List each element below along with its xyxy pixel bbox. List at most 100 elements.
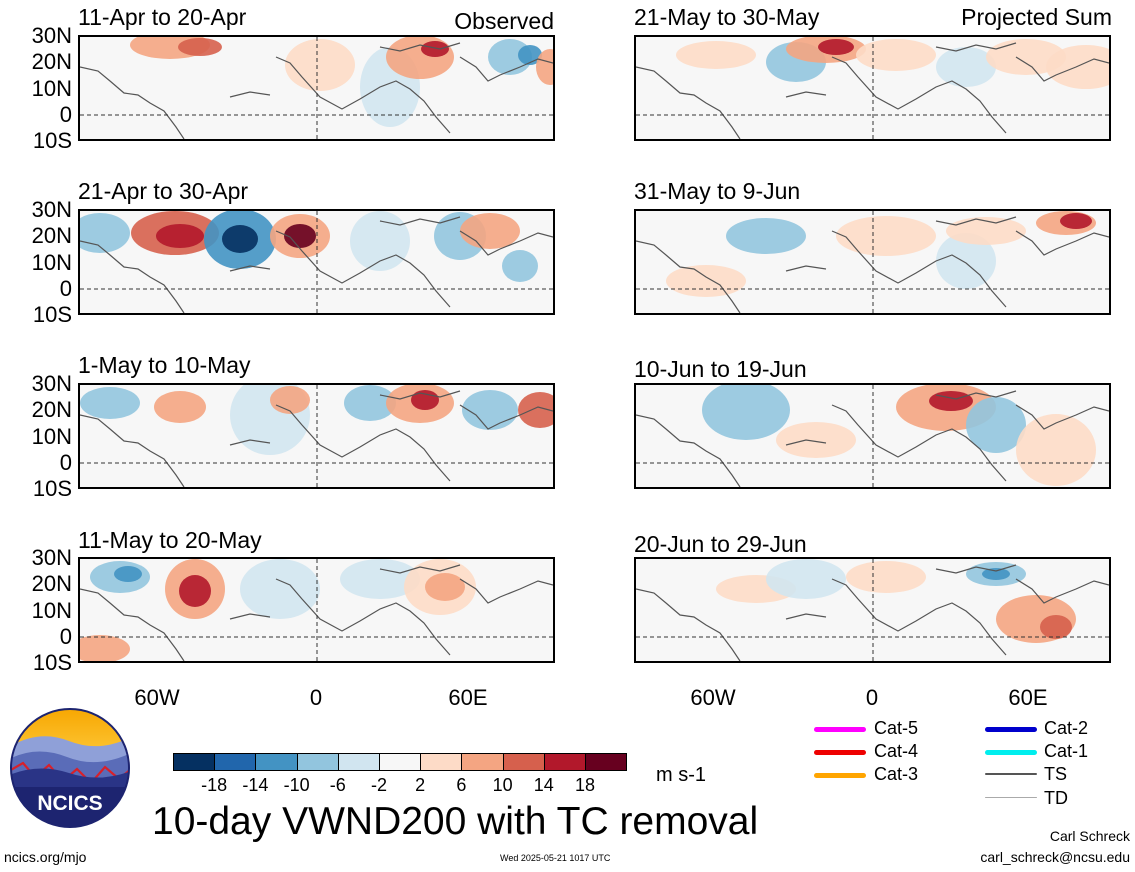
anomaly-contour	[179, 575, 211, 607]
colorbar-swatch	[337, 753, 380, 771]
anomaly-contour	[702, 385, 790, 440]
map-panel-7	[634, 383, 1111, 489]
lat-label-eq: 0	[59, 624, 72, 649]
anomaly-contour	[156, 224, 204, 248]
panel-title-3: 1-May to 10-May	[78, 352, 251, 378]
colorbar-tick-label: -18	[201, 775, 228, 795]
colorbar-tick-label: 6	[456, 775, 467, 795]
colorbar-tick-label: -6	[329, 775, 346, 795]
colorbar-swatch	[296, 753, 339, 771]
legend-line-cat4	[814, 750, 866, 755]
colorbar-swatch	[502, 753, 545, 771]
anomaly-contour	[284, 224, 316, 248]
colorbar-swatch	[255, 753, 298, 771]
map-field	[636, 559, 1109, 661]
legend-label-cat2: Cat-2	[1044, 718, 1089, 738]
panel-title-6: 31-May to 9-Jun	[634, 178, 801, 204]
colorbar-swatch	[543, 753, 586, 771]
anomaly-contour	[536, 49, 553, 85]
footer-email: carl_schreck@ncsu.edu	[980, 849, 1130, 865]
lat-label-eq: 0	[59, 450, 72, 475]
anomaly-contour	[350, 211, 410, 271]
anomaly-contour	[240, 559, 320, 619]
map-field	[80, 211, 553, 313]
footer-author: Carl Schreck	[1049, 828, 1130, 844]
anomaly-contour	[502, 250, 538, 282]
map-panel-4	[78, 557, 555, 663]
colorbar-tick-label: 14	[533, 775, 554, 795]
panel-title-4: 11-May to 20-May	[78, 527, 262, 553]
lon-label-60w: 60W	[690, 685, 736, 710]
anomaly-contour	[1060, 213, 1092, 229]
colorbar-tick-label: 10	[492, 775, 513, 795]
lat-label-10n: 10N	[31, 598, 72, 623]
anomaly-contour	[936, 233, 996, 289]
anomaly-contour	[462, 390, 518, 430]
legend-label-ts: TS	[1044, 764, 1068, 784]
anomaly-contour	[80, 635, 130, 661]
map-field	[636, 37, 1109, 139]
coastline	[636, 42, 1109, 139]
legend-line-cat2	[985, 727, 1037, 732]
lon-label-60e: 60E	[1008, 685, 1048, 710]
map-panel-5	[634, 35, 1111, 141]
colorbar-swatch	[379, 753, 422, 771]
logo-text: NCICS	[37, 792, 102, 815]
map-field	[80, 559, 553, 661]
panel-title-5: 21-May to 30-May	[634, 4, 820, 30]
lon-label-0: 0	[309, 685, 323, 710]
anomaly-contour	[946, 217, 1026, 245]
colorbar-tick-label: -2	[370, 775, 387, 795]
legend-line-cat1	[985, 750, 1037, 755]
anomaly-contour	[80, 387, 140, 419]
anomaly-contour	[966, 397, 1026, 453]
lat-label-10n: 10N	[31, 76, 72, 101]
anomaly-contour	[421, 41, 449, 57]
legend-line-cat3	[814, 773, 866, 778]
anomaly-contour	[80, 213, 130, 253]
lat-label-20n: 20N	[31, 49, 72, 74]
anomaly-contour	[460, 213, 520, 249]
anomaly-contour	[676, 41, 756, 69]
main-title: 10-day VWND200 with TC removal	[152, 800, 759, 843]
lon-label-0: 0	[865, 685, 879, 710]
anomaly-contour	[982, 568, 1010, 580]
lat-label-eq: 0	[59, 102, 72, 127]
anomaly-contour	[818, 39, 854, 55]
coastline	[636, 216, 1109, 313]
lat-label-10n: 10N	[31, 424, 72, 449]
legend-label-td: TD	[1044, 788, 1068, 808]
coastline	[80, 42, 553, 139]
anomaly-contour	[1040, 615, 1072, 639]
map-panel-6	[634, 209, 1111, 315]
lat-label-30n: 30N	[31, 23, 72, 48]
panel-title-7: 10-Jun to 19-Jun	[634, 356, 807, 382]
anomaly-contour	[776, 422, 856, 458]
anomaly-contour	[929, 391, 973, 411]
ncics-logo: NCICS	[9, 707, 131, 829]
lat-label-30n: 30N	[31, 371, 72, 396]
anomaly-contour	[766, 559, 846, 599]
map-panel-3	[78, 383, 555, 489]
anomaly-contour	[986, 39, 1066, 75]
lat-label-10s: 10S	[32, 302, 72, 327]
anomaly-contour	[1046, 45, 1109, 89]
anomaly-contour	[154, 391, 206, 423]
footer-url: ncics.org/mjo	[4, 849, 87, 865]
anomaly-contour	[285, 39, 355, 91]
lat-label-20n: 20N	[31, 397, 72, 422]
lat-label-10s: 10S	[32, 650, 72, 675]
lat-label-10s: 10S	[32, 476, 72, 501]
colorbar-tick-label: 18	[574, 775, 596, 795]
legend-line-cat5	[814, 727, 866, 732]
map-panel-8	[634, 557, 1111, 663]
anomaly-contour	[270, 386, 310, 414]
colorbar-units: m s-1	[656, 764, 706, 786]
colorbar-swatch	[461, 753, 504, 771]
colorbar-tick-label: -14	[242, 775, 269, 795]
map-field	[80, 37, 553, 139]
colorbar-tick-label: 2	[415, 775, 426, 795]
colorbar-swatch	[173, 753, 216, 771]
legend-line-td	[985, 797, 1037, 798]
anomaly-contour	[114, 566, 142, 582]
